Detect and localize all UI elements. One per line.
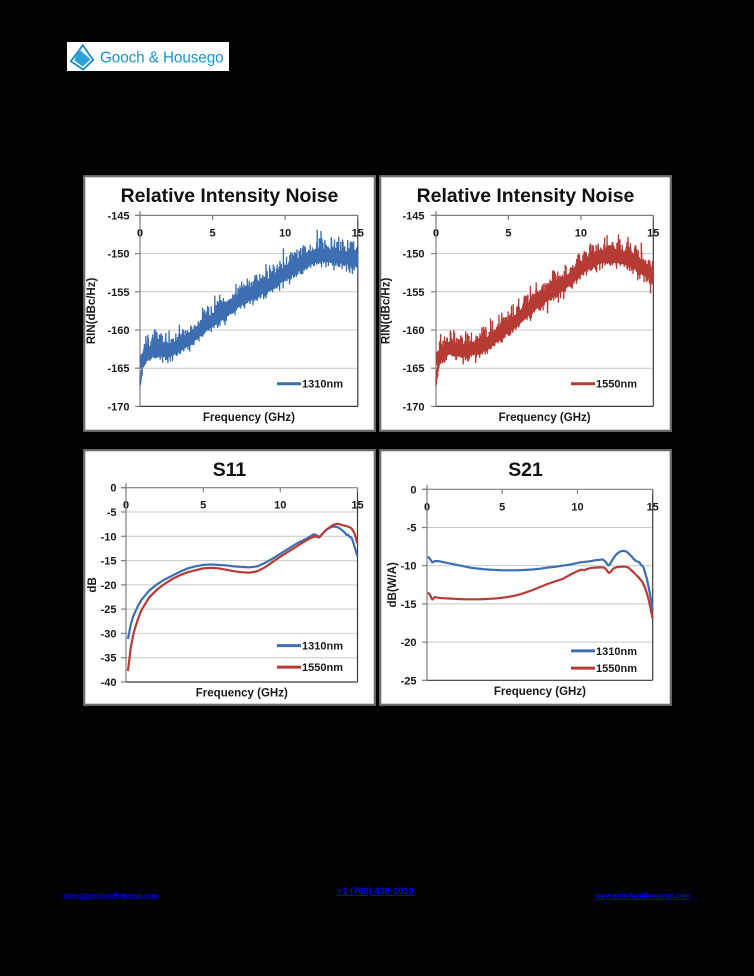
svg-text:-25: -25 bbox=[101, 604, 117, 616]
svg-text:dB: dB bbox=[87, 577, 99, 592]
svg-text:-10: -10 bbox=[101, 531, 117, 543]
svg-text:-15: -15 bbox=[101, 556, 117, 568]
svg-text:Frequency (GHz): Frequency (GHz) bbox=[499, 412, 591, 424]
svg-text:1310nm: 1310nm bbox=[302, 641, 343, 653]
svg-text:-160: -160 bbox=[107, 325, 129, 337]
svg-text:-160: -160 bbox=[402, 325, 424, 337]
svg-text:-25: -25 bbox=[401, 675, 417, 687]
svg-text:RIN(dBc/Hz): RIN(dBc/Hz) bbox=[381, 278, 393, 345]
svg-text:1550nm: 1550nm bbox=[302, 662, 343, 674]
svg-text:S21: S21 bbox=[508, 459, 543, 481]
svg-text:10: 10 bbox=[274, 500, 286, 512]
svg-text:-155: -155 bbox=[107, 287, 129, 299]
svg-text:10: 10 bbox=[575, 227, 587, 239]
svg-text:S11: S11 bbox=[213, 459, 247, 481]
svg-text:-155: -155 bbox=[402, 287, 424, 299]
svg-text:-150: -150 bbox=[402, 249, 424, 261]
svg-text:-165: -165 bbox=[107, 363, 129, 375]
svg-text:-35: -35 bbox=[101, 653, 117, 665]
svg-text:Relative Intensity Noise: Relative Intensity Noise bbox=[121, 185, 339, 207]
svg-text:0: 0 bbox=[410, 484, 416, 496]
svg-text:-145: -145 bbox=[402, 210, 424, 222]
svg-text:-40: -40 bbox=[101, 677, 117, 689]
svg-text:15: 15 bbox=[351, 500, 363, 512]
svg-text:15: 15 bbox=[647, 501, 659, 513]
svg-text:1550nm: 1550nm bbox=[596, 379, 637, 391]
svg-text:-20: -20 bbox=[401, 637, 417, 649]
svg-text:15: 15 bbox=[352, 227, 364, 239]
svg-text:dB(W/A): dB(W/A) bbox=[387, 562, 399, 608]
svg-text:10: 10 bbox=[279, 227, 291, 239]
svg-text:0: 0 bbox=[110, 483, 116, 495]
svg-text:5: 5 bbox=[499, 501, 505, 513]
svg-text:1310nm: 1310nm bbox=[596, 646, 637, 658]
svg-text:5: 5 bbox=[200, 500, 206, 512]
svg-text:-165: -165 bbox=[402, 363, 424, 375]
svg-text:-10: -10 bbox=[401, 561, 417, 573]
svg-text:+1 (760) 438-1010: +1 (760) 438-1010 bbox=[337, 886, 414, 896]
svg-text:5: 5 bbox=[505, 227, 511, 239]
svg-text:sales@goochandhousego.com: sales@goochandhousego.com bbox=[63, 893, 158, 900]
svg-text:-150: -150 bbox=[107, 249, 129, 261]
svg-text:-5: -5 bbox=[107, 507, 117, 519]
svg-text:-30: -30 bbox=[101, 628, 117, 640]
svg-text:-15: -15 bbox=[401, 599, 417, 611]
svg-text:www.goochandhousego.com: www.goochandhousego.com bbox=[594, 893, 690, 900]
svg-text:10: 10 bbox=[571, 501, 583, 513]
svg-text:Frequency (GHz): Frequency (GHz) bbox=[196, 688, 288, 700]
svg-text:5: 5 bbox=[210, 227, 216, 239]
svg-text:15: 15 bbox=[647, 227, 659, 239]
svg-text:1550nm: 1550nm bbox=[596, 663, 637, 675]
svg-text:-145: -145 bbox=[107, 210, 129, 222]
svg-text:-170: -170 bbox=[107, 401, 129, 413]
svg-text:-5: -5 bbox=[407, 523, 417, 535]
svg-text:Gooch & Housego: Gooch & Housego bbox=[100, 50, 224, 67]
svg-text:-20: -20 bbox=[101, 580, 117, 592]
svg-text:Relative Intensity Noise: Relative Intensity Noise bbox=[417, 185, 635, 207]
svg-text:1310nm: 1310nm bbox=[302, 379, 343, 391]
svg-text:RIN(dBc/Hz): RIN(dBc/Hz) bbox=[86, 278, 98, 345]
svg-text:-170: -170 bbox=[402, 401, 424, 413]
svg-text:Frequency (GHz): Frequency (GHz) bbox=[203, 412, 295, 424]
svg-text:Frequency (GHz): Frequency (GHz) bbox=[494, 686, 586, 698]
